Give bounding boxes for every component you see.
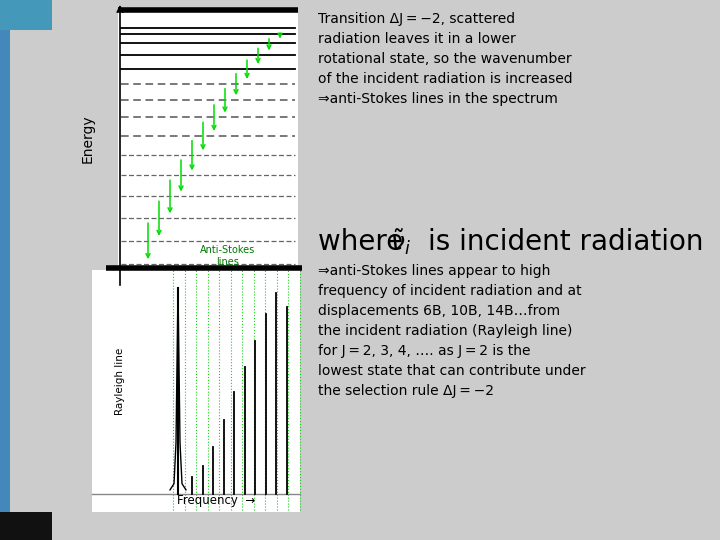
Text: Frequency  →: Frequency → xyxy=(177,494,255,507)
Text: $\tilde{\nu}_i$: $\tilde{\nu}_i$ xyxy=(390,228,411,257)
Bar xyxy=(92,270,300,512)
Bar xyxy=(118,10,298,268)
Text: Energy: Energy xyxy=(81,114,95,163)
Text: ⇒anti-Stokes lines appear to high
frequency of incident radiation and at
displac: ⇒anti-Stokes lines appear to high freque… xyxy=(318,264,585,399)
Text: Rayleigh line: Rayleigh line xyxy=(115,347,125,415)
Text: where: where xyxy=(318,228,421,256)
Bar xyxy=(0,0,52,30)
Text: is incident radiation: is incident radiation xyxy=(428,228,703,256)
Text: Transition ΔJ = −2, scattered
radiation leaves it in a lower
rotational state, s: Transition ΔJ = −2, scattered radiation … xyxy=(318,12,572,106)
Bar xyxy=(0,30,10,512)
Text: Anti-Stokes
lines: Anti-Stokes lines xyxy=(200,245,256,267)
Bar xyxy=(0,512,52,540)
